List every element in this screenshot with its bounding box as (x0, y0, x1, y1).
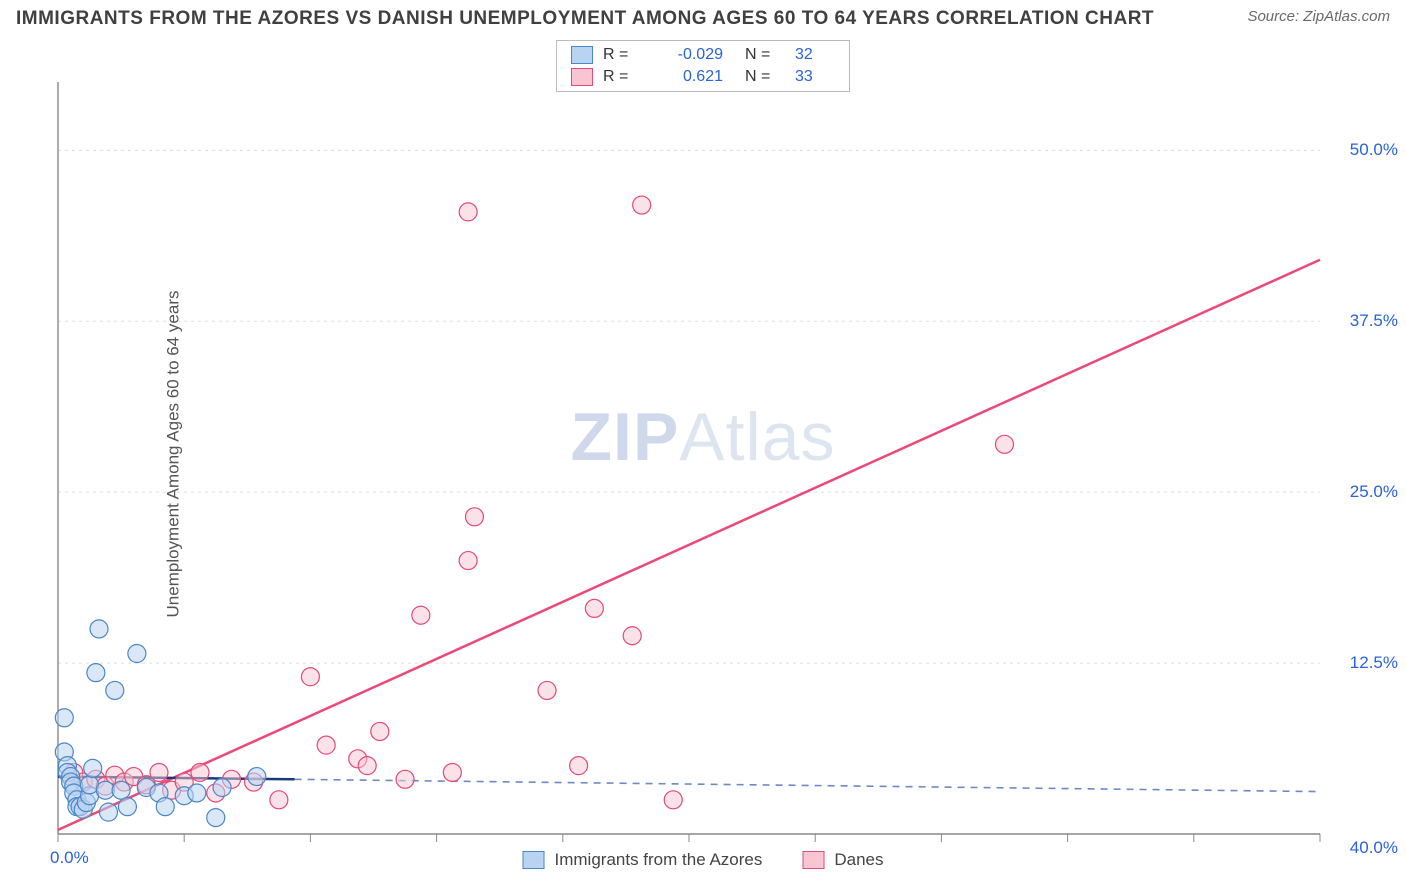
y-axis-tick: 25.0% (1350, 482, 1398, 502)
n-value-pink: 33 (795, 68, 835, 86)
x-axis-min: 0.0% (50, 848, 89, 868)
swatch-blue (571, 46, 593, 64)
source-label: Source: ZipAtlas.com (1247, 8, 1390, 25)
legend-item-blue: Immigrants from the Azores (523, 850, 763, 870)
n-label: N = (745, 68, 785, 86)
y-axis-tick: 12.5% (1350, 653, 1398, 673)
swatch-blue (523, 851, 545, 869)
n-value-blue: 32 (795, 46, 835, 64)
chart-area: Unemployment Among Ages 60 to 64 years Z… (0, 34, 1406, 874)
y-axis-label: Unemployment Among Ages 60 to 64 years (163, 291, 183, 618)
r-label: R = (603, 46, 643, 64)
legend-item-pink: Danes (802, 850, 883, 870)
y-axis-tick: 37.5% (1350, 311, 1398, 331)
legend-label-blue: Immigrants from the Azores (555, 850, 763, 870)
legend-stats-row-blue: R = -0.029 N = 32 (557, 44, 849, 66)
legend-stats-row-pink: R = 0.621 N = 33 (557, 66, 849, 88)
legend-label-pink: Danes (834, 850, 883, 870)
y-axis-tick: 50.0% (1350, 140, 1398, 160)
r-value-blue: -0.029 (653, 46, 723, 64)
r-value-pink: 0.621 (653, 68, 723, 86)
legend-series: Immigrants from the Azores Danes (523, 850, 884, 870)
legend-stats: R = -0.029 N = 32 R = 0.621 N = 33 (556, 40, 850, 92)
r-label: R = (603, 68, 643, 86)
scatter-plot (0, 34, 1406, 874)
page-title: IMMIGRANTS FROM THE AZORES VS DANISH UNE… (16, 8, 1154, 30)
x-axis-max: 40.0% (1350, 838, 1398, 858)
swatch-pink (802, 851, 824, 869)
n-label: N = (745, 46, 785, 64)
swatch-pink (571, 68, 593, 86)
